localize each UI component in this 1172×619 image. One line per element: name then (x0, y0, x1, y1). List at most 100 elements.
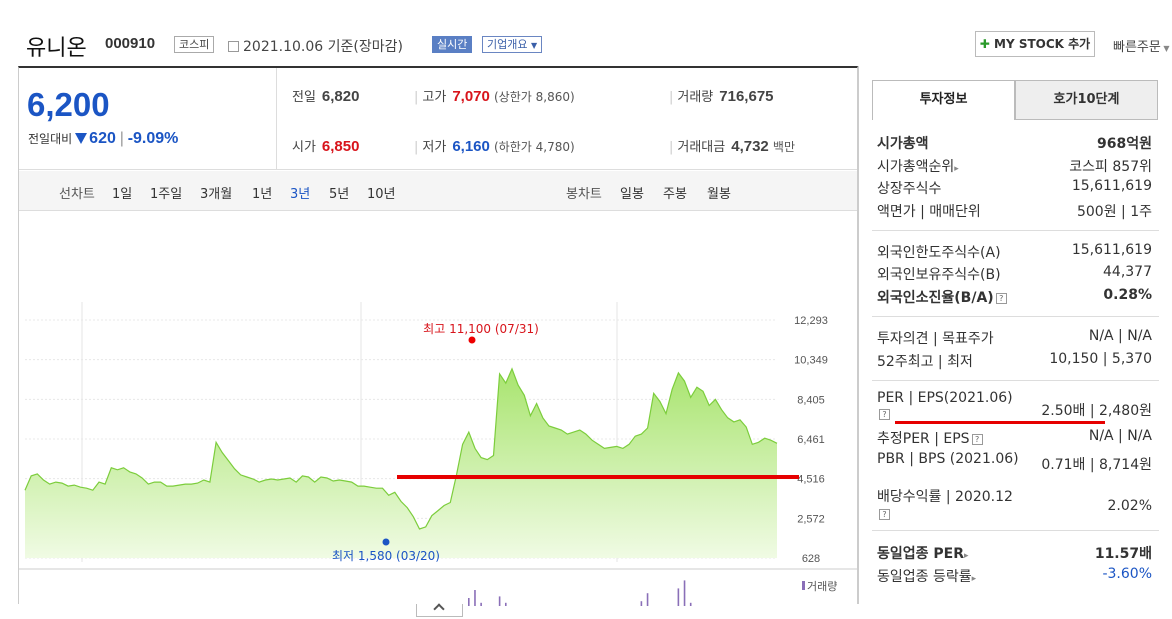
realtime-button[interactable]: 실시간 (432, 36, 473, 53)
opinion-row: 투자의견 | 목표주가 N/A | N/A (877, 328, 1152, 350)
help-icon[interactable]: ? (879, 409, 890, 420)
chevron-right-icon: ▸ (971, 574, 977, 584)
quick-order-label: 빠른주문 (1113, 40, 1161, 55)
period-3y[interactable]: 3년 (290, 187, 311, 202)
industry-rate-label: 동일업종 등락률 (877, 569, 972, 585)
period-3m[interactable]: 3개월 (200, 187, 233, 202)
base-date: 2021.10.06 기준(장마감) (228, 36, 403, 56)
line-chart-label: 선차트 (59, 187, 95, 202)
market-cap-rank-label: 시가총액순위 (877, 159, 955, 175)
invest-info-panel: 투자정보 호가10단계 시가총액 968억원 시가총액순위▸ 코스피 857위 상장… (858, 66, 1172, 604)
help-icon[interactable]: ? (971, 434, 983, 445)
shares-label: 상장주식수 (877, 181, 942, 197)
amount-label: 거래대금 (677, 140, 726, 155)
open-value: 6,850 (321, 138, 360, 155)
amount-value: 4,732 (731, 138, 769, 155)
candle-chart-label: 봉차트 (566, 187, 602, 202)
foreign-hold-row: 외국인보유주식수(B) 44,377 (877, 264, 1152, 286)
my-stock-add-button[interactable]: ✚ MY STOCK 추가 (975, 31, 1095, 57)
divider (872, 316, 1159, 317)
amount-unit: 백만 (772, 140, 796, 154)
shares-row: 상장주식수 15,611,619 (877, 178, 1152, 200)
pbr-row: PBR | BPS (2021.06) 0.71배 | 8,714원 (877, 451, 1152, 473)
period-1d[interactable]: 1일 (112, 187, 133, 202)
y-tick-label: 6,461 (797, 434, 825, 446)
low-label: 저가 (422, 140, 447, 155)
plus-icon: ✚ (979, 37, 990, 51)
foreign-limit-label: 외국인한도주식수(A) (877, 245, 1001, 261)
period-10y[interactable]: 10년 (367, 187, 396, 202)
period-1w[interactable]: 1주일 (150, 187, 183, 202)
dividend-row: 배당수익률 | 2020.12? 2.02% (877, 486, 1152, 524)
face-value-row: 액면가 | 매매단위 500원 | 1주 (877, 201, 1152, 223)
diff-separator: | (119, 130, 124, 147)
stock-header: 유니온 000910 코스피 2021.10.06 기준(장마감) 실시간 기업… (0, 0, 1172, 66)
period-1y[interactable]: 1년 (252, 187, 273, 202)
est-per-label: 추정PER | EPS (877, 431, 970, 447)
down-triangle-icon (75, 133, 88, 144)
chevron-down-icon: ▼ (530, 41, 538, 50)
opinion-value: N/A | N/A (1088, 328, 1152, 344)
y-tick-label: 4,516 (797, 474, 825, 486)
company-info-label: 기업개요 (487, 38, 528, 51)
expand-button[interactable] (416, 603, 463, 617)
candle-monthly[interactable]: 월봉 (707, 187, 731, 202)
dividend-label: 배당수익률 | 2020.12 (877, 489, 1013, 505)
price-diff: 전일대비 620 | -9.09% (28, 130, 178, 148)
price-chart[interactable]: 12,293 10,349 8,405 6,461 4,516 2,572 628 최고 11… (19, 212, 857, 606)
quick-order-button[interactable]: 빠른주문 ▼ (1113, 36, 1170, 55)
industry-per-row: 동일업종 PER▸ 11.57배 (877, 543, 1152, 565)
volume-bar (468, 598, 470, 606)
industry-rate-row: 동일업종 등락률▸ -3.60% (877, 566, 1152, 588)
candle-weekly[interactable]: 주봉 (663, 187, 687, 202)
volume-bar (474, 590, 476, 606)
period-tabs: 선차트 1일 1주일 3개월 1년 3년 5년 10년 봉차트 일봉 주봉 월봉 (19, 171, 857, 211)
open-label: 시가 (292, 140, 316, 155)
volume-legend-label: 거래량 (807, 580, 837, 593)
volume-value: 716,675 (719, 88, 774, 105)
diff-label: 전일대비 (28, 132, 73, 146)
price-summary: 6,200 전일대비 620 | -9.09% 전일 6,820 | 고가 7,070 … (19, 68, 857, 170)
foreign-ratio-row: 외국인소진율(B/A)? 0.28% (877, 287, 1152, 309)
week52-label: 52주최고 | 최저 (877, 354, 973, 370)
period-5y[interactable]: 5년 (329, 187, 350, 202)
volume-bar (504, 602, 507, 606)
help-icon[interactable]: ? (879, 509, 890, 520)
market-cap-label: 시가총액 (877, 136, 929, 152)
max-marker (468, 336, 476, 344)
annotation-underline-per (895, 421, 1105, 424)
candle-daily[interactable]: 일봉 (620, 187, 644, 202)
info-tabs: 투자정보 호가10단계 (872, 80, 1159, 120)
tab-invest-info[interactable]: 투자정보 (872, 80, 1015, 120)
foreign-limit-row: 외국인한도주식수(A) 15,611,619 (877, 242, 1152, 264)
industry-rate-value: -3.60% (1102, 566, 1152, 582)
foreign-hold-label: 외국인보유주식수(B) (877, 267, 1001, 283)
face-label: 액면가 | 매매단위 (877, 204, 981, 220)
tab-quote-10[interactable]: 호가10단계 (1015, 80, 1158, 120)
base-date-text: 2021.10.06 기준(장마감) (243, 39, 403, 55)
volume: | 거래량 716,675 (669, 88, 774, 105)
quote-panel: 6,200 전일대비 620 | -9.09% 전일 6,820 | 고가 7,070 … (18, 66, 858, 606)
foreign-limit-value: 15,611,619 (1071, 242, 1152, 258)
shares-value: 15,611,619 (1071, 178, 1152, 194)
low-value: 6,160 (452, 138, 490, 155)
current-price: 6,200 (27, 86, 110, 123)
divider (872, 530, 1159, 531)
face-value: 500원 | 1주 (1076, 204, 1152, 220)
market-cap-row: 시가총액 968억원 (877, 133, 1152, 155)
volume-bar (683, 580, 686, 606)
divider (872, 230, 1159, 231)
market-cap-rank-row: 시가총액순위▸ 코스피 857위 (877, 156, 1152, 178)
chevron-up-icon (433, 603, 445, 615)
company-info-button[interactable]: 기업개요 ▼ (482, 36, 543, 53)
y-tick-label: 628 (802, 553, 820, 565)
low-price: | 저가 6,160 (하한가 4,780) (414, 138, 575, 155)
current-price-box: 6,200 전일대비 620 | -9.09% (19, 68, 277, 170)
help-icon[interactable]: ? (995, 293, 1007, 304)
opinion-label: 투자의견 | 목표주가 (877, 331, 994, 347)
y-tick-label: 2,572 (797, 513, 825, 525)
foreign-ratio-value: 0.28% (1103, 287, 1152, 303)
upper-limit: (상한가 8,860) (494, 90, 575, 104)
per-value: 2.50배 | 2,480원 (1041, 403, 1152, 419)
volume-bar (640, 601, 643, 606)
